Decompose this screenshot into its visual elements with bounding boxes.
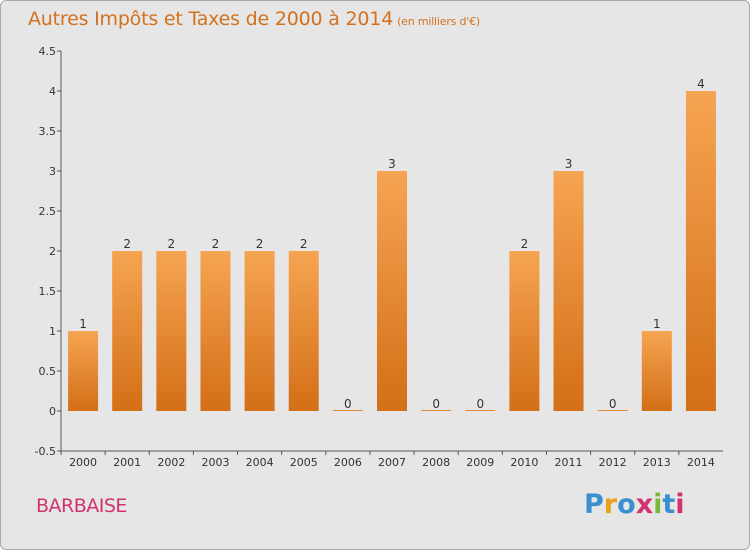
logo-letter: o (617, 489, 636, 520)
bar-value-label: 1 (653, 317, 661, 331)
y-tick-label: 1.5 (39, 285, 57, 298)
x-tick-label: 2012 (599, 456, 627, 469)
logo-letter: x (635, 489, 654, 520)
logo-letter: P (584, 489, 604, 520)
chart-labels: 1 2 2 2 2 2 0 3 0 0 2 3 0 1 4 (79, 77, 705, 411)
proxiti-logo: Proxiti (584, 489, 685, 520)
bar-value-label: 3 (388, 157, 396, 171)
x-tick-label: 2008 (422, 456, 450, 469)
bar-value-label: 2 (300, 237, 308, 251)
x-tick-label: 2014 (687, 456, 715, 469)
x-tick-label: 2004 (246, 456, 274, 469)
y-tick-label: 0 (49, 405, 56, 418)
bar-value-label: 2 (521, 237, 529, 251)
y-tick-label: 4.5 (39, 45, 57, 58)
bar-value-label: 0 (476, 397, 484, 411)
bar (200, 251, 231, 411)
bar (112, 251, 143, 411)
bar (377, 171, 407, 411)
x-tick-label: 2003 (201, 456, 229, 469)
chart-title: Autres Impôts et Taxes de 2000 à 2014 (en… (28, 8, 480, 30)
x-tick-label: 2013 (643, 456, 671, 469)
bar-value-label: 4 (697, 77, 705, 91)
bar-value-label: 2 (256, 237, 264, 251)
y-tick-label: 3 (49, 165, 56, 178)
bar-value-label: 0 (432, 397, 440, 411)
bar (553, 171, 584, 411)
bar-value-label: 2 (212, 237, 220, 251)
bar-value-label: 0 (344, 397, 352, 411)
y-tick-label: 1 (49, 325, 56, 338)
chart-bars (68, 91, 716, 411)
x-tick-label: 2009 (466, 456, 494, 469)
bar (685, 91, 716, 411)
x-tick-label: 2011 (555, 456, 583, 469)
y-tick-label: 2.5 (39, 205, 57, 218)
bar-value-label: 3 (565, 157, 573, 171)
bar-value-label: 1 (79, 317, 87, 331)
logo-letter: i (653, 489, 663, 520)
x-tick-label: 2005 (290, 456, 318, 469)
bar-value-label: 0 (609, 397, 617, 411)
y-tick-label: -0.5 (35, 445, 56, 458)
bar (509, 251, 540, 411)
y-tick-label: 4 (49, 85, 56, 98)
bar (288, 251, 319, 411)
x-tick-label: 2001 (113, 456, 141, 469)
bar (465, 410, 496, 411)
logo-letter: i (675, 489, 685, 520)
bar (68, 331, 99, 411)
x-tick-label: 2002 (157, 456, 185, 469)
y-tick-label: 0.5 (39, 365, 57, 378)
x-tick-label: 2000 (69, 456, 97, 469)
commune-name: BARBAISE (36, 495, 127, 517)
logo-letter: t (662, 489, 676, 520)
bar (597, 410, 628, 411)
bar (421, 410, 452, 411)
bar-value-label: 2 (168, 237, 176, 251)
y-tick-label: 3.5 (39, 125, 57, 138)
bar (244, 251, 275, 411)
bar (332, 410, 363, 411)
x-tick-label: 2010 (510, 456, 538, 469)
bar (156, 251, 187, 411)
chart-title-unit: (en milliers d'€) (397, 15, 480, 28)
chart-title-main: Autres Impôts et Taxes de 2000 à 2014 (28, 8, 394, 30)
x-tick-label: 2007 (378, 456, 406, 469)
y-tick-label: 2 (49, 245, 56, 258)
bar-value-label: 2 (123, 237, 131, 251)
logo-letter: r (603, 489, 618, 520)
bar (641, 331, 672, 411)
x-tick-label: 2006 (334, 456, 362, 469)
